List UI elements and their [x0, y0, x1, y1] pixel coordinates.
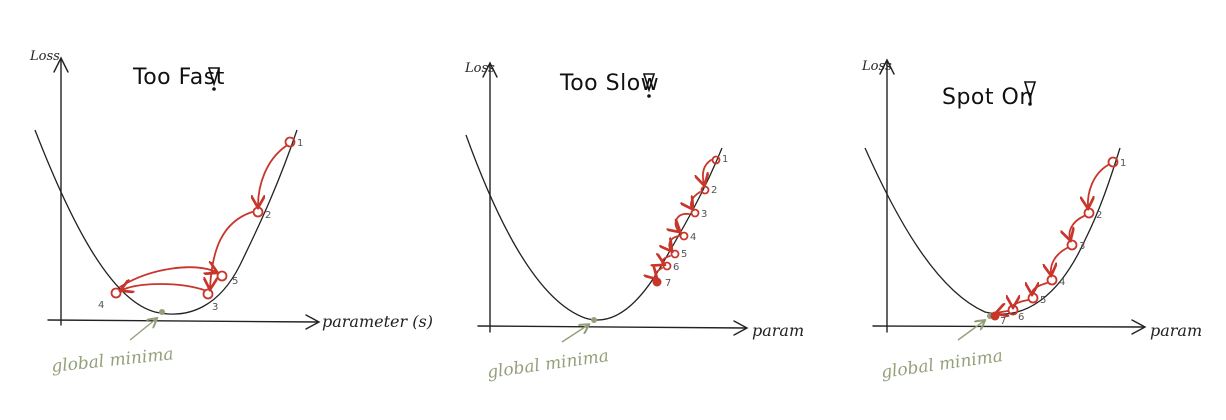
step-point: [690, 208, 700, 218]
step-arrow: [122, 284, 205, 290]
step-arrows: [119, 145, 287, 290]
step-label: 7: [1000, 316, 1006, 327]
step-arrow: [210, 211, 253, 288]
step-label: 7: [665, 278, 671, 289]
minima-marker: [159, 309, 165, 315]
step-label: 5: [1040, 295, 1046, 306]
step-label: 5: [681, 249, 687, 260]
minima-label: global minima: [50, 344, 174, 377]
y-axis-label: Loss: [861, 59, 892, 74]
x-axis-arrow: [305, 314, 321, 330]
step-point: [711, 155, 721, 165]
step-label: 5: [232, 276, 238, 287]
step-label: 2: [265, 210, 271, 221]
minima-marker: [591, 317, 597, 323]
step-arrows: [655, 159, 712, 278]
x-axis: [47, 319, 319, 323]
step-point: [662, 261, 672, 271]
step-arrow: [676, 213, 690, 231]
step-arrow: [119, 267, 216, 288]
y-axis-arrow: [879, 58, 895, 75]
step-points: [990, 156, 1119, 321]
step-arrow: [655, 268, 663, 278]
step-point: [110, 287, 122, 299]
x-axis-label: param: [1150, 321, 1202, 340]
loss-curve: [34, 129, 298, 315]
step-arrow: [258, 145, 287, 206]
loss-curve: [465, 134, 723, 321]
x-axis-arrow: [733, 320, 749, 336]
step-labels: 1 2 3 4 5 6 7: [1000, 158, 1126, 327]
x-axis-label: parameter (s): [322, 312, 433, 331]
step-arrow: [662, 256, 671, 264]
step-point: [1083, 207, 1095, 219]
step-label: 2: [711, 185, 717, 196]
panel-title: Spot On: [942, 85, 1034, 110]
step-label: 1: [722, 154, 728, 165]
step-label: 2: [1096, 210, 1102, 221]
exclamation-icon: [1023, 81, 1037, 106]
step-point: [652, 277, 662, 287]
step-point: [1046, 274, 1058, 286]
panel-too-fast: Loss parameter (s) Too Fast global minim…: [29, 49, 433, 377]
y-axis-arrow: [482, 61, 498, 78]
panel-spot-on: Loss param Spot On global minima: [861, 58, 1202, 383]
step-arrow: [1069, 215, 1085, 239]
minima-arrow: [957, 321, 984, 341]
step-arrow: [703, 159, 712, 184]
panel-too-slow: Loss param Too Slow global minima: [464, 61, 804, 383]
step-label: 6: [673, 262, 679, 273]
step-label: 4: [98, 300, 104, 311]
minima-label: global minima: [880, 346, 1004, 383]
y-axis-label: Loss: [464, 61, 495, 76]
step-label: 1: [297, 138, 303, 149]
step-arrow: [1051, 247, 1068, 274]
step-label: 1: [1120, 158, 1126, 169]
step-arrow: [1088, 164, 1109, 207]
x-axis: [872, 325, 1145, 328]
exclamation-icon: [642, 73, 656, 98]
x-axis-label: param: [752, 321, 804, 340]
step-arrow: [1013, 300, 1029, 306]
minima-arrow: [561, 325, 588, 343]
step-labels: 1 2 3 4 5 6 7: [665, 154, 728, 289]
step-arrow: [997, 311, 1008, 313]
step-label: 3: [1079, 241, 1085, 252]
step-arrow: [691, 191, 701, 208]
panel-title: Too Slow: [559, 71, 659, 96]
step-point: [284, 136, 296, 148]
step-point: [202, 288, 214, 300]
loss-curve: [864, 147, 1121, 315]
step-label: 4: [1059, 277, 1065, 288]
minima-arrow: [129, 319, 156, 341]
step-arrow: [1032, 282, 1048, 293]
x-axis-arrow: [1131, 319, 1147, 335]
step-point: [252, 206, 264, 218]
y-axis-label: Loss: [29, 49, 60, 64]
step-label: 3: [212, 302, 218, 313]
step-point: [679, 231, 689, 241]
step-label: 6: [1018, 312, 1024, 323]
step-point: [1027, 292, 1039, 304]
step-point: [1066, 239, 1078, 251]
step-arrows: [997, 164, 1109, 313]
x-axis: [477, 325, 747, 329]
step-point: [1107, 156, 1119, 168]
exclamation-icon: [207, 67, 221, 91]
step-label: 4: [690, 232, 696, 243]
step-label: 3: [701, 209, 707, 220]
step-point: [670, 249, 680, 259]
step-arrow: [669, 235, 680, 250]
step-labels: 1 2 3 4 5: [98, 138, 303, 313]
minima-label: global minima: [486, 346, 610, 383]
step-point: [216, 270, 228, 282]
y-axis-arrow: [53, 56, 69, 73]
